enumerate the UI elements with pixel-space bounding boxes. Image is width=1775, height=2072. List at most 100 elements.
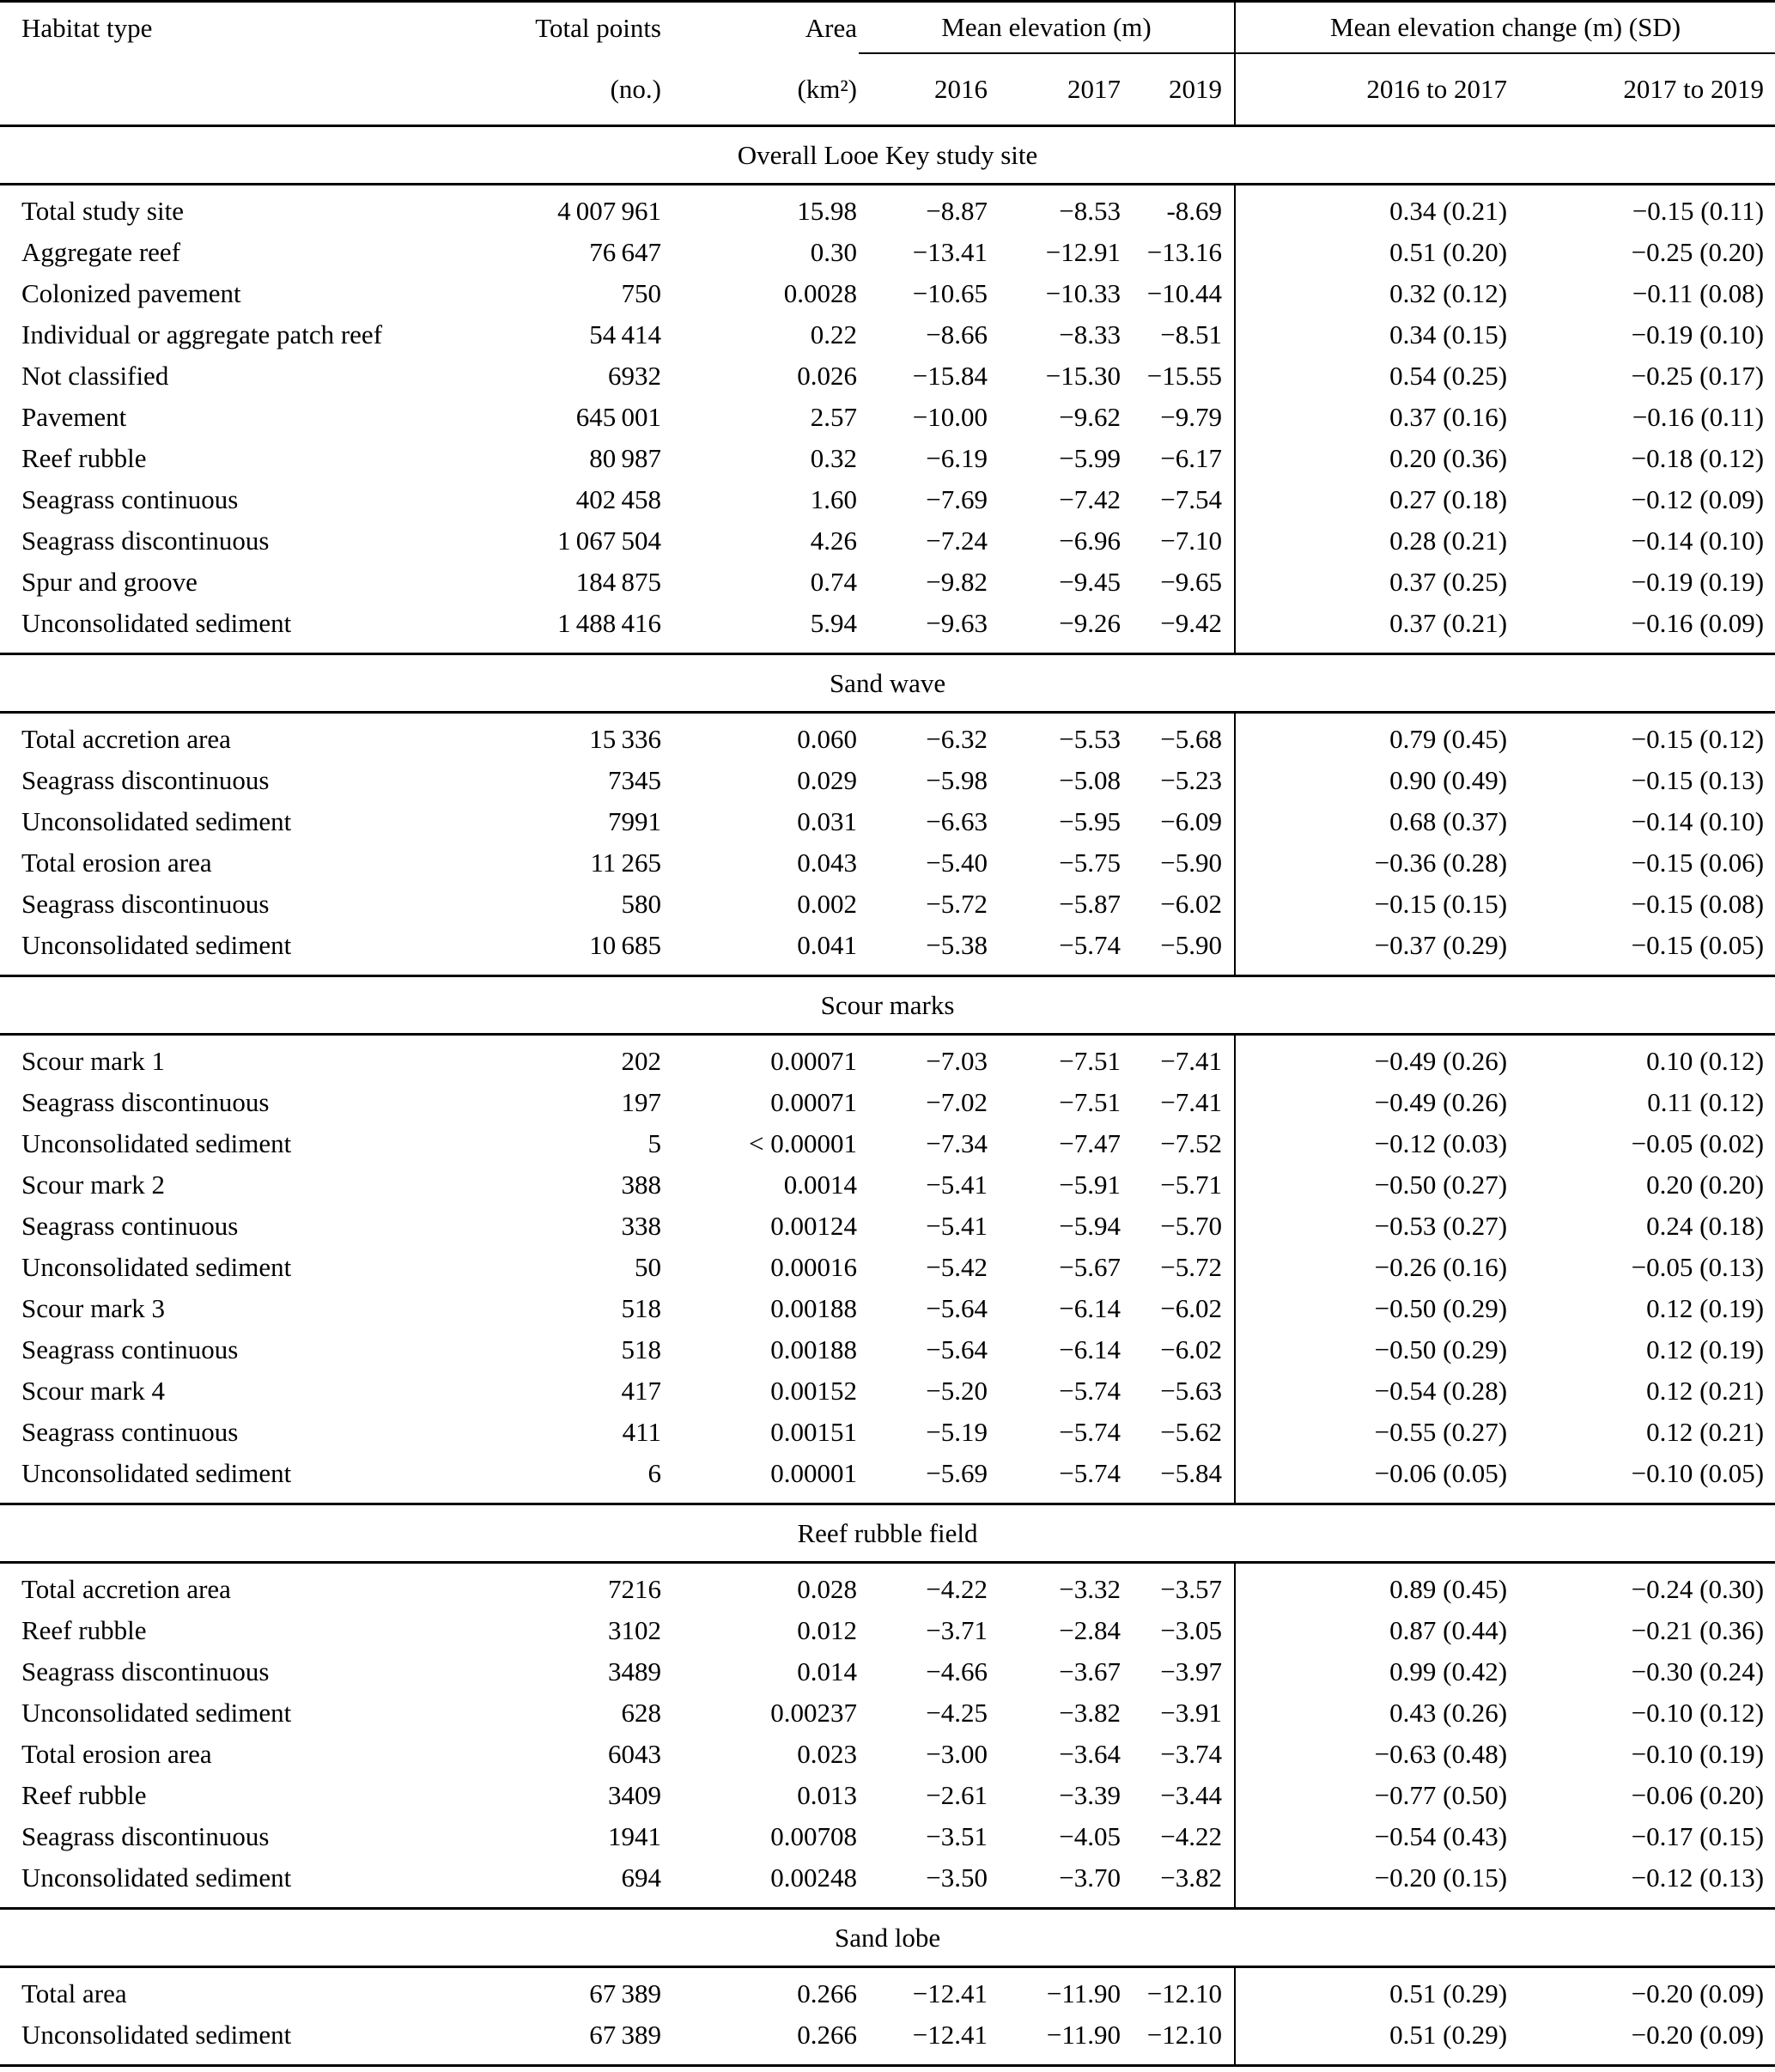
cell-e2019: −6.09 [1160,806,1223,836]
cell-e2019: −5.84 [1160,1458,1223,1488]
table-row: Total accretion area 15 336 0.060 −6.32 −5.5… [0,712,1775,760]
group-header-mean-elevation-change: Mean elevation change (m) (SD) [1234,1,1775,54]
cell-points: 3409 [608,1780,661,1810]
cell-points: 388 [621,1170,662,1200]
cell-e2016: −5.64 [926,1293,988,1323]
cell-habitat: Scour mark 3 [21,1293,166,1323]
cell-points: 11 265 [590,848,661,878]
cell-c1617: −0.50 (0.29) [1234,1329,1517,1370]
header-row-2: (no.) (km²) 2016 2017 2019 2016 to 2017 … [0,53,1775,127]
cell-c1617: 0.90 (0.49) [1234,760,1517,801]
cell-area: 0.0028 [783,278,857,308]
cell-habitat: Unconsolidated sediment [21,1252,292,1282]
cell-e2017: −2.84 [1059,1615,1121,1645]
cell-c1719: −0.12 (0.13) [1631,1862,1765,1893]
cell-e2019: −9.65 [1160,567,1223,597]
cell-habitat: Unconsolidated sediment [21,1458,292,1488]
cell-e2017: −8.53 [1059,196,1121,226]
header-row-1: Habitat type Total points Area Mean elev… [0,1,1775,54]
cell-area: 0.060 [797,724,857,754]
cell-c1617: −0.53 (0.27) [1234,1206,1517,1247]
cell-e2019: −12.10 [1146,2020,1223,2050]
cell-habitat: Total study site [21,196,184,226]
column-header-2019: 2019 [1125,53,1236,127]
cell-e2016: −15.84 [912,361,988,391]
cell-e2019: −5.90 [1160,848,1223,878]
cell-c1719: 0.12 (0.19) [1646,1334,1765,1364]
cell-points: 50 [635,1252,661,1282]
cell-e2016: −5.64 [926,1334,988,1364]
column-header-habitat-type: Habitat type [21,12,153,43]
cell-e2016: −4.22 [926,1574,988,1604]
cell-e2017: −3.70 [1059,1862,1121,1893]
table-row: Scour mark 4 417 0.00152 −5.20 −5.74 −5.63 −0.… [0,1370,1775,1412]
table-row: Reef rubble 3102 0.012 −3.71 −2.84 −3.05 0.87 … [0,1610,1775,1651]
cell-points: 197 [621,1087,662,1117]
cell-c1719: 0.11 (0.12) [1647,1087,1765,1117]
cell-area: 0.74 [810,567,857,597]
cell-area: 0.00188 [770,1334,857,1364]
table-row: Scour mark 2 388 0.0014 −5.41 −5.91 −5.71 −0.5… [0,1164,1775,1206]
cell-e2017: −7.51 [1059,1087,1121,1117]
cell-points: 6932 [608,361,661,391]
cell-e2019: −7.54 [1160,484,1223,514]
table-row: Seagrass continuous 402 458 1.60 −7.69 −7.42… [0,479,1775,520]
cell-habitat: Seagrass continuous [21,1211,239,1241]
table-row: Total erosion area 11 265 0.043 −5.40 −5.75 −… [0,842,1775,884]
cell-area: 0.029 [797,765,857,795]
cell-e2016: −5.69 [926,1458,988,1488]
cell-e2019: −5.62 [1160,1417,1223,1447]
cell-e2019: −3.82 [1160,1862,1223,1893]
cell-e2017: −6.14 [1059,1293,1121,1323]
table-row: Seagrass discontinuous 580 0.002 −5.72 −5.87… [0,884,1775,925]
cell-e2016: −7.34 [926,1128,988,1158]
table-row: Unconsolidated sediment 10 685 0.041 −5.38 −… [0,925,1775,976]
cell-e2019: −5.72 [1160,1252,1223,1282]
group-header-mean-elevation: Mean elevation (m) [859,1,1236,54]
cell-c1719: −0.16 (0.11) [1632,402,1765,432]
cell-e2017: −5.74 [1059,1376,1121,1406]
cell-e2016: −9.63 [926,608,988,638]
column-unit-points: (no.) [468,53,666,127]
cell-points: 1 488 416 [557,608,661,638]
cell-area: 0.00124 [770,1211,857,1241]
cell-area: 0.00016 [770,1252,857,1282]
cell-area: 0.00071 [770,1046,857,1076]
cell-c1719: −0.25 (0.20) [1631,237,1765,267]
cell-habitat: Total area [21,1978,127,2008]
cell-habitat: Total erosion area [21,1739,212,1769]
cell-habitat: Seagrass continuous [21,484,239,514]
cell-e2016: −5.41 [926,1170,988,1200]
cell-c1719: −0.05 (0.13) [1631,1252,1765,1282]
cell-points: 417 [621,1376,662,1406]
cell-e2019: −7.10 [1160,526,1223,556]
cell-points: 645 001 [575,402,661,432]
cell-e2017: −4.05 [1059,1821,1121,1851]
cell-c1617: −0.37 (0.29) [1234,925,1517,976]
cell-habitat: Seagrass discontinuous [21,1656,270,1686]
table-row: Seagrass discontinuous 1941 0.00708 −3.51 −4… [0,1816,1775,1857]
cell-e2017: −5.74 [1059,1417,1121,1447]
table-row: Pavement 645 001 2.57 −10.00 −9.62 −9.79 0.37 … [0,397,1775,438]
cell-points: 6 [647,1458,662,1488]
table-row: Spur and groove 184 875 0.74 −9.82 −9.45 −9.6… [0,562,1775,603]
cell-c1617: −0.49 (0.26) [1234,1034,1517,1082]
cell-e2019: −3.57 [1160,1574,1223,1604]
cell-area: 0.00001 [770,1458,857,1488]
cell-habitat: Reef rubble [21,1780,147,1810]
cell-habitat: Unconsolidated sediment [21,930,292,960]
cell-c1719: −0.10 (0.05) [1631,1458,1765,1488]
cell-e2017: −5.53 [1059,724,1121,754]
cell-e2017: −5.75 [1059,848,1121,878]
table-row: Seagrass continuous 411 0.00151 −5.19 −5.74 −… [0,1412,1775,1453]
cell-c1719: −0.10 (0.12) [1631,1698,1765,1728]
cell-e2017: −9.45 [1059,567,1121,597]
cell-e2017: −7.42 [1059,484,1121,514]
cell-habitat: Spur and groove [21,567,198,597]
table-row: Scour mark 3 518 0.00188 −5.64 −6.14 −6.02 −0.… [0,1288,1775,1329]
cell-e2017: −10.33 [1045,278,1121,308]
cell-habitat: Seagrass discontinuous [21,765,270,795]
cell-e2017: −5.67 [1059,1252,1121,1282]
cell-e2019: −5.90 [1160,930,1223,960]
cell-e2017: −5.74 [1059,930,1121,960]
